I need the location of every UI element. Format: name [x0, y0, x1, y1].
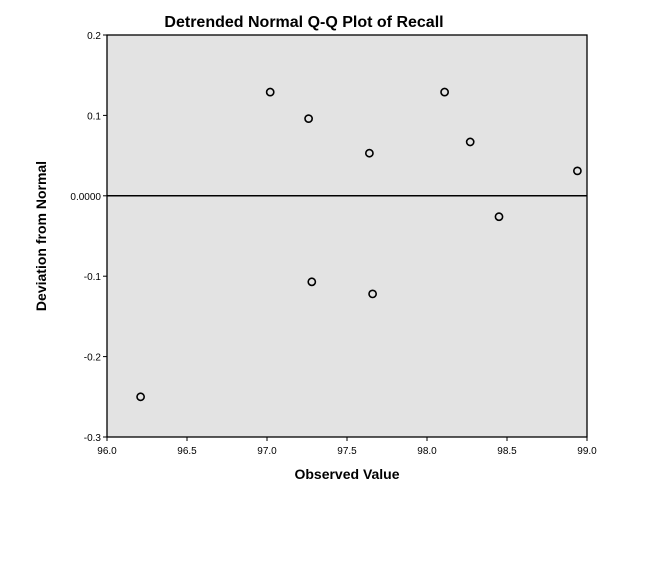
- data-point: [265, 87, 275, 97]
- y-tick-label: 0.0000: [70, 192, 101, 203]
- x-tick-label: 98.0: [417, 446, 437, 457]
- plot-area: [106, 34, 588, 438]
- x-axis-ticks: 96.0 96.5 97.0 97.5 98.0 98.5 99.0: [97, 437, 597, 457]
- x-tick-label: 97.0: [257, 446, 277, 457]
- data-point: [304, 114, 313, 124]
- data-point: [368, 289, 377, 299]
- x-tick-label: 98.5: [497, 446, 517, 457]
- data-point: [364, 148, 374, 158]
- data-point: [573, 166, 582, 176]
- x-tick-label: 99.0: [577, 446, 597, 457]
- data-points: [136, 87, 582, 402]
- x-tick-label: 97.5: [337, 446, 357, 457]
- data-point: [494, 212, 504, 222]
- data-point: [136, 392, 145, 402]
- data-point: [307, 277, 317, 287]
- y-tick-label: -0.3: [84, 433, 102, 444]
- y-axis-ticks: 0.2 0.1 0.0000 -0.1 -0.2 -0.3: [70, 31, 107, 444]
- x-tick-label: 96.0: [97, 446, 117, 457]
- y-tick-label: 0.2: [87, 31, 101, 42]
- data-point: [465, 137, 475, 147]
- y-axis-label: Deviation from Normal: [33, 161, 49, 311]
- y-tick-label: 0.1: [87, 111, 101, 122]
- x-axis-label: Observed Value: [294, 466, 399, 482]
- chart-title: Detrended Normal Q-Q Plot of Recall: [164, 14, 443, 31]
- y-tick-label: -0.1: [84, 272, 102, 283]
- y-tick-label: -0.2: [84, 353, 102, 364]
- x-tick-label: 96.5: [177, 446, 197, 457]
- data-point: [440, 87, 449, 97]
